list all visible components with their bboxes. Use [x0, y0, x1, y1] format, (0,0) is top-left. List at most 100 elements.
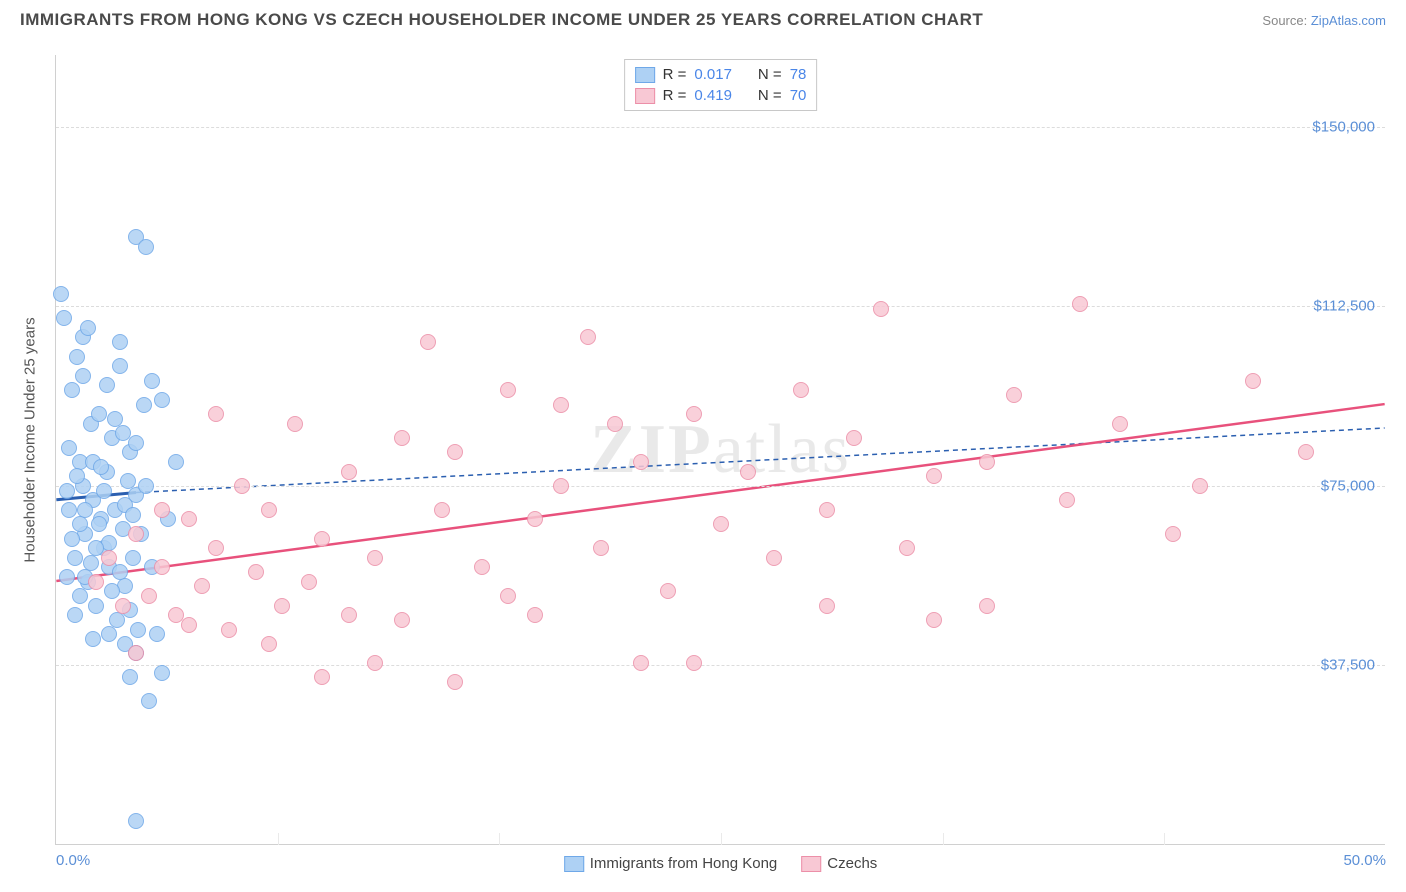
scatter-point-cz: [447, 674, 463, 690]
scatter-point-hk: [144, 373, 160, 389]
scatter-point-hk: [154, 392, 170, 408]
scatter-point-cz: [553, 478, 569, 494]
scatter-point-cz: [713, 516, 729, 532]
scatter-point-cz: [314, 669, 330, 685]
legend-swatch: [564, 856, 584, 872]
scatter-point-cz: [248, 564, 264, 580]
scatter-point-hk: [85, 631, 101, 647]
gridline-vertical: [1164, 833, 1165, 845]
scatter-point-cz: [128, 645, 144, 661]
scatter-point-cz: [274, 598, 290, 614]
scatter-point-hk: [112, 334, 128, 350]
x-tick-label: 50.0%: [1343, 852, 1386, 869]
scatter-point-hk: [141, 693, 157, 709]
scatter-point-hk: [67, 550, 83, 566]
scatter-point-hk: [130, 622, 146, 638]
scatter-point-cz: [979, 598, 995, 614]
scatter-point-cz: [1165, 526, 1181, 542]
scatter-point-cz: [740, 464, 756, 480]
scatter-point-cz: [593, 540, 609, 556]
scatter-point-cz: [1072, 296, 1088, 312]
legend-r-label: R =: [663, 66, 687, 83]
scatter-point-cz: [1245, 373, 1261, 389]
scatter-point-cz: [301, 574, 317, 590]
scatter-point-cz: [766, 550, 782, 566]
scatter-point-cz: [580, 329, 596, 345]
scatter-point-hk: [56, 310, 72, 326]
chart-header: IMMIGRANTS FROM HONG KONG VS CZECH HOUSE…: [0, 0, 1406, 35]
scatter-point-hk: [59, 483, 75, 499]
scatter-point-cz: [447, 444, 463, 460]
source-attribution: Source: ZipAtlas.com: [1262, 13, 1386, 28]
regression-line: [56, 404, 1384, 581]
scatter-point-hk: [64, 382, 80, 398]
scatter-point-hk: [69, 468, 85, 484]
scatter-point-hk: [112, 358, 128, 374]
legend-n-label: N =: [758, 87, 782, 104]
scatter-point-hk: [93, 459, 109, 475]
scatter-point-hk: [138, 239, 154, 255]
scatter-point-cz: [194, 578, 210, 594]
scatter-point-cz: [420, 334, 436, 350]
scatter-point-cz: [394, 612, 410, 628]
scatter-point-cz: [314, 531, 330, 547]
scatter-point-hk: [53, 286, 69, 302]
scatter-point-cz: [633, 454, 649, 470]
scatter-point-cz: [819, 598, 835, 614]
scatter-point-hk: [112, 564, 128, 580]
scatter-point-cz: [261, 502, 277, 518]
scatter-point-cz: [1006, 387, 1022, 403]
scatter-point-cz: [154, 559, 170, 575]
legend-n-value: 78: [790, 66, 807, 83]
scatter-point-cz: [181, 617, 197, 633]
scatter-point-hk: [138, 478, 154, 494]
scatter-point-cz: [1112, 416, 1128, 432]
gridline-horizontal: [56, 306, 1385, 307]
gridline-horizontal: [56, 486, 1385, 487]
chart-title: IMMIGRANTS FROM HONG KONG VS CZECH HOUSE…: [20, 10, 983, 30]
legend-swatch: [801, 856, 821, 872]
scatter-point-hk: [91, 406, 107, 422]
scatter-point-hk: [61, 502, 77, 518]
scatter-point-cz: [979, 454, 995, 470]
scatter-point-cz: [474, 559, 490, 575]
scatter-point-cz: [500, 382, 516, 398]
scatter-point-cz: [367, 655, 383, 671]
scatter-point-cz: [208, 406, 224, 422]
scatter-point-cz: [234, 478, 250, 494]
scatter-point-cz: [899, 540, 915, 556]
scatter-point-cz: [128, 526, 144, 542]
scatter-point-cz: [527, 511, 543, 527]
scatter-point-hk: [64, 531, 80, 547]
legend-r-value: 0.017: [694, 66, 732, 83]
scatter-point-cz: [633, 655, 649, 671]
scatter-point-cz: [1192, 478, 1208, 494]
legend-label: Immigrants from Hong Kong: [590, 855, 778, 872]
gridline-vertical: [499, 833, 500, 845]
legend-r-value: 0.419: [694, 87, 732, 104]
scatter-point-hk: [136, 397, 152, 413]
scatter-point-cz: [434, 502, 450, 518]
scatter-point-hk: [115, 425, 131, 441]
source-link[interactable]: ZipAtlas.com: [1311, 13, 1386, 28]
legend-n-value: 70: [790, 87, 807, 104]
scatter-point-cz: [181, 511, 197, 527]
scatter-point-cz: [1298, 444, 1314, 460]
legend-label: Czechs: [827, 855, 877, 872]
legend-item: Immigrants from Hong Kong: [564, 855, 778, 872]
scatter-point-cz: [101, 550, 117, 566]
scatter-point-hk: [69, 349, 85, 365]
scatter-point-hk: [59, 569, 75, 585]
scatter-point-cz: [261, 636, 277, 652]
x-tick-label: 0.0%: [56, 852, 90, 869]
scatter-point-hk: [125, 550, 141, 566]
scatter-point-hk: [80, 320, 96, 336]
scatter-point-cz: [208, 540, 224, 556]
y-tick-label: $37,500: [1321, 657, 1375, 674]
scatter-point-hk: [168, 454, 184, 470]
watermark: ZIPatlas: [590, 410, 851, 490]
legend-swatch: [635, 88, 655, 104]
scatter-point-hk: [72, 588, 88, 604]
scatter-point-cz: [500, 588, 516, 604]
chart-plot-area: ZIPatlas $37,500$75,000$112,500$150,0000…: [55, 55, 1385, 845]
